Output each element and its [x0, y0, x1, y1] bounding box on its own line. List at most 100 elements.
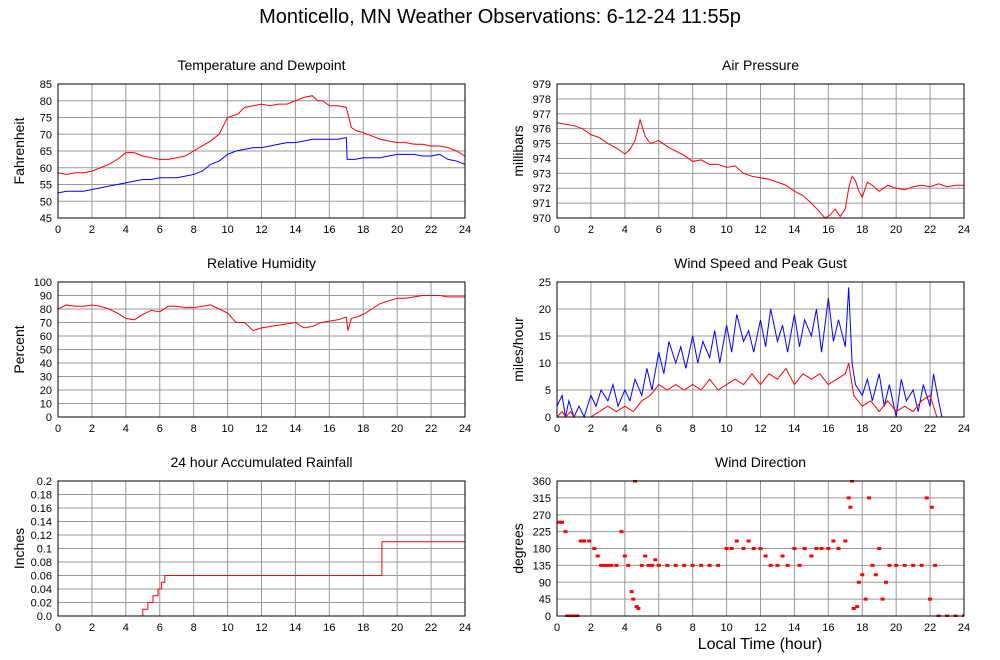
x-tick-label: 10: [221, 224, 233, 236]
x-tick-label: 8: [690, 224, 696, 236]
chart-panel-1: 0 2 4 6 8 10 12 14 16 18 20 22 249709719729739749759…: [510, 57, 970, 236]
data-point: [587, 539, 592, 543]
y-tick-label: 50: [40, 196, 52, 208]
data-point: [802, 547, 807, 550]
data-point: [729, 547, 734, 550]
x-tick-label: 16: [323, 224, 335, 236]
data-point: [578, 539, 583, 543]
data-point: [602, 563, 607, 567]
page-title: Monticello, MN Weather Observations: 6-1…: [259, 6, 741, 28]
data-point: [863, 597, 868, 601]
y-tick-label: 10: [539, 358, 551, 370]
x-tick-label: 2: [588, 423, 594, 435]
x-tick-label: 24: [958, 224, 970, 236]
x-tick-label: 22: [425, 224, 437, 236]
data-point: [582, 539, 587, 543]
x-tick-label: 18: [856, 224, 868, 236]
x-tick-label: 16: [822, 423, 834, 435]
x-tick-label: 22: [924, 622, 936, 634]
chart-panel-0: 0 2 4 6 8 10 12 14 16 18 20 22 24455055606570758085T…: [11, 57, 471, 236]
series-line-0: [557, 287, 943, 418]
data-point: [919, 563, 924, 567]
y-tick-label: 85: [40, 79, 52, 91]
x-tick-label: 6: [157, 224, 163, 236]
x-tick-label: 2: [89, 423, 95, 435]
y-tick-label: 50: [40, 345, 52, 357]
data-point: [877, 547, 882, 550]
chart-panel-2: 0 2 4 6 8 10 12 14 16 18 20 22 240102030405060708090…: [11, 255, 471, 435]
series-line-0: [58, 95, 465, 175]
chart-title: Temperature and Dewpoint: [177, 57, 345, 73]
x-tick-label: 4: [123, 423, 129, 435]
x-tick-label: 24: [958, 622, 970, 634]
y-tick-label: 0.06: [31, 571, 52, 583]
y-tick-label: 270: [533, 510, 551, 522]
data-point: [636, 607, 641, 610]
x-tick-label: 6: [157, 423, 163, 435]
y-axis-label: miles/hour: [510, 317, 526, 382]
data-point: [639, 563, 644, 567]
data-point: [560, 520, 565, 524]
x-tick-label: 22: [924, 423, 936, 435]
y-tick-label: 30: [40, 372, 52, 384]
data-point: [690, 563, 695, 567]
y-tick-label: 973: [533, 168, 551, 180]
chart-title: Wind Speed and Peak Gust: [674, 255, 847, 271]
y-tick-label: 45: [539, 594, 551, 606]
y-tick-label: 0: [545, 412, 551, 424]
x-tick-label: 24: [958, 423, 970, 435]
y-tick-label: 977: [533, 109, 551, 121]
data-point: [599, 563, 604, 567]
y-tick-label: 974: [533, 153, 551, 165]
x-tick-label: 12: [255, 224, 267, 236]
series-line-1: [557, 362, 938, 418]
x-tick-label: 10: [720, 423, 732, 435]
data-point: [626, 563, 631, 567]
y-axis-label: Percent: [11, 325, 27, 373]
x-tick-label: 0: [55, 224, 61, 236]
x-tick-label: 10: [720, 224, 732, 236]
x-tick-label: 20: [391, 622, 403, 634]
x-tick-label: 18: [357, 224, 369, 236]
data-point: [928, 597, 933, 601]
y-tick-label: 20: [40, 385, 52, 397]
data-point: [870, 563, 875, 567]
data-point: [880, 597, 885, 601]
x-tick-label: 22: [924, 224, 936, 236]
data-point: [855, 605, 860, 609]
x-tick-label: 18: [856, 622, 868, 634]
x-tick-label: 20: [890, 423, 902, 435]
y-tick-label: 60: [40, 331, 52, 343]
y-tick-label: 0.02: [31, 598, 52, 610]
x-tick-label: 0: [55, 622, 61, 634]
data-point: [763, 554, 768, 558]
y-tick-label: 0.0: [37, 611, 52, 623]
x-tick-label: 6: [157, 622, 163, 634]
data-point: [924, 496, 929, 500]
y-tick-label: 360: [533, 476, 551, 488]
y-axis-label: Fahrenheit: [11, 117, 27, 184]
data-point: [873, 573, 878, 577]
x-tick-label: 2: [89, 622, 95, 634]
y-tick-label: 972: [533, 183, 551, 195]
x-tick-label: 14: [289, 423, 301, 435]
y-tick-label: 45: [40, 213, 52, 225]
y-tick-label: 0.2: [37, 476, 52, 488]
x-tick-label: 20: [890, 622, 902, 634]
y-tick-label: 60: [40, 163, 52, 175]
x-tick-label: 6: [656, 622, 662, 634]
y-tick-label: 90: [40, 291, 52, 303]
x-tick-label: 12: [754, 224, 766, 236]
y-tick-label: 978: [533, 94, 551, 106]
data-point: [646, 563, 651, 567]
y-tick-label: 25: [539, 277, 551, 289]
x-tick-label: 16: [822, 622, 834, 634]
x-tick-label: 2: [588, 622, 594, 634]
x-tick-label: 2: [588, 224, 594, 236]
y-tick-label: 5: [545, 385, 551, 397]
plot-frame: [556, 480, 965, 617]
x-tick-label: 0: [55, 423, 61, 435]
data-point: [902, 563, 907, 567]
data-point: [751, 547, 756, 550]
x-tick-label: 16: [323, 423, 335, 435]
